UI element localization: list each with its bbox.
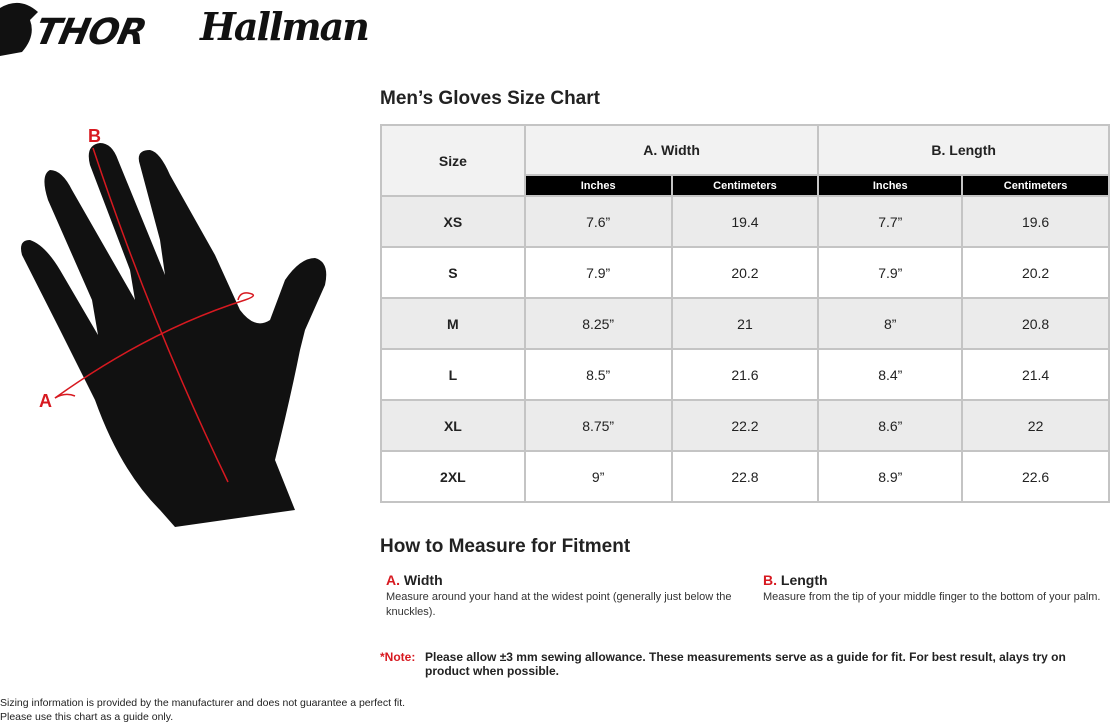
value-cell: 20.8 bbox=[961, 297, 1110, 350]
chart-title: Men’s Gloves Size Chart bbox=[380, 88, 600, 109]
value-cell: 8.25” bbox=[523, 297, 673, 350]
length-header: B. Length bbox=[817, 124, 1110, 176]
size-cell: XL bbox=[380, 399, 526, 452]
value-cell: 22.8 bbox=[670, 450, 820, 503]
unit-header: Centimeters bbox=[670, 174, 820, 197]
size-cell: 2XL bbox=[380, 450, 526, 503]
length-instructions: B. Length Measure from the tip of your m… bbox=[763, 572, 1101, 604]
value-cell: 19.6 bbox=[961, 195, 1110, 248]
value-cell: 9” bbox=[523, 450, 673, 503]
thor-helmet-logo-icon bbox=[0, 2, 38, 56]
value-cell: 7.7” bbox=[817, 195, 964, 248]
table-row: XL 8.75” 22.2 8.6” 22 bbox=[380, 399, 1110, 452]
unit-header: Inches bbox=[817, 174, 964, 197]
value-cell: 19.4 bbox=[670, 195, 820, 248]
table-row: 2XL 9” 22.8 8.9” 22.6 bbox=[380, 450, 1110, 503]
value-cell: 21 bbox=[670, 297, 820, 350]
width-arrow bbox=[54, 393, 76, 399]
sewing-note: *Note: Please allow ±3 mm sewing allowanc… bbox=[380, 650, 1066, 678]
size-cell: XS bbox=[380, 195, 526, 248]
value-cell: 20.2 bbox=[961, 246, 1110, 299]
value-cell: 8.75” bbox=[523, 399, 673, 452]
table-row: S 7.9” 20.2 7.9” 20.2 bbox=[380, 246, 1110, 299]
value-cell: 20.2 bbox=[670, 246, 820, 299]
hand-measure-diagram: B A bbox=[21, 126, 327, 527]
value-cell: 7.6” bbox=[523, 195, 673, 248]
value-cell: 8.4” bbox=[817, 348, 964, 401]
size-header: Size bbox=[380, 124, 526, 197]
value-cell: 8.9” bbox=[817, 450, 964, 503]
size-cell: S bbox=[380, 246, 526, 299]
value-cell: 8.5” bbox=[523, 348, 673, 401]
value-cell: 8” bbox=[817, 297, 964, 350]
value-cell: 21.4 bbox=[961, 348, 1110, 401]
label-a: A bbox=[39, 391, 52, 411]
hallman-logo: Hallman bbox=[200, 4, 370, 49]
width-header: A. Width bbox=[523, 124, 820, 176]
unit-header: Inches bbox=[523, 174, 673, 197]
length-line bbox=[92, 147, 229, 483]
brand-logos: THOR Hallman bbox=[0, 0, 370, 58]
value-cell: 7.9” bbox=[523, 246, 673, 299]
value-cell: 22.2 bbox=[670, 399, 820, 452]
hand-silhouette bbox=[21, 143, 327, 527]
width-line bbox=[54, 292, 254, 399]
thor-logo: THOR bbox=[31, 12, 150, 53]
width-instructions: A. Width Measure around your hand at the… bbox=[386, 572, 732, 619]
size-cell: L bbox=[380, 348, 526, 401]
value-cell: 21.6 bbox=[670, 348, 820, 401]
value-cell: 22.6 bbox=[961, 450, 1110, 503]
table-row: M 8.25” 21 8” 20.8 bbox=[380, 297, 1110, 350]
table-row: XS 7.6” 19.4 7.7” 19.6 bbox=[380, 195, 1110, 248]
value-cell: 8.6” bbox=[817, 399, 964, 452]
size-chart-table: Size A. Width B. Length Inches Centimete… bbox=[380, 124, 1110, 503]
unit-header: Centimeters bbox=[961, 174, 1110, 197]
measure-title: How to Measure for Fitment bbox=[380, 536, 631, 557]
value-cell: 22 bbox=[961, 399, 1110, 452]
size-cell: M bbox=[380, 297, 526, 350]
value-cell: 7.9” bbox=[817, 246, 964, 299]
disclaimer: Sizing information is provided by the ma… bbox=[0, 697, 406, 723]
label-b: B bbox=[88, 126, 101, 146]
table-row: L 8.5” 21.6 8.4” 21.4 bbox=[380, 348, 1110, 401]
